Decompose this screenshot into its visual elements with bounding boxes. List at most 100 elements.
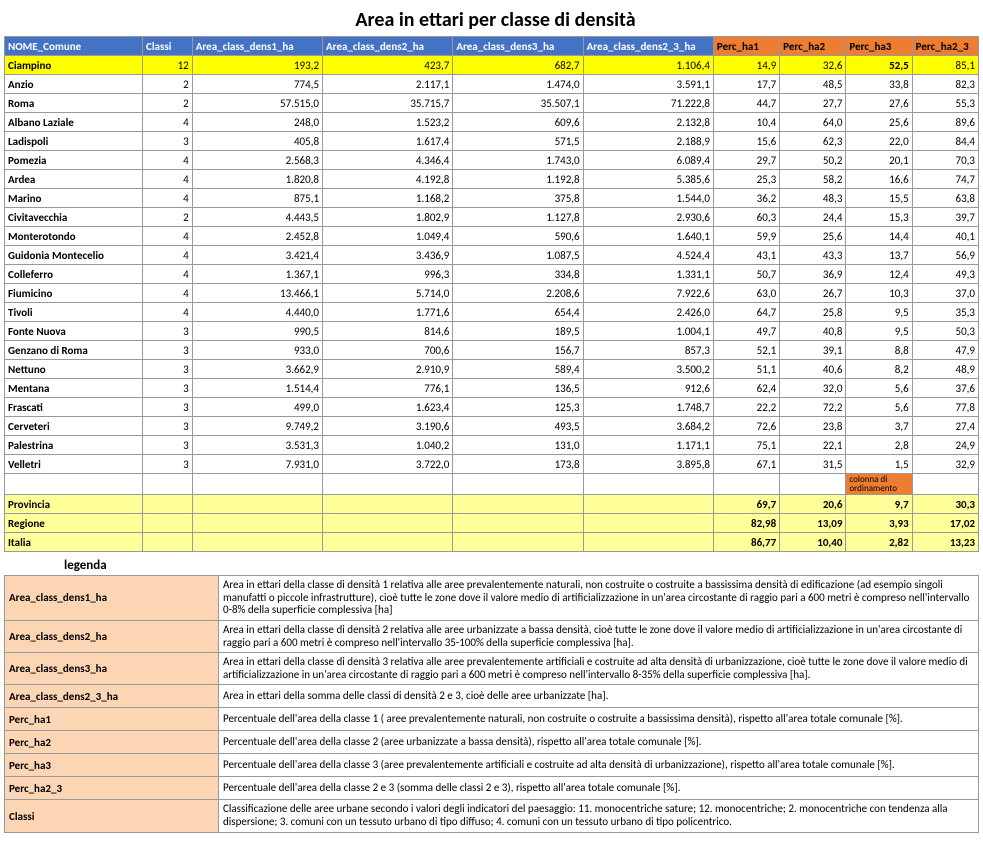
cell: 7.931,0: [192, 455, 322, 474]
legend-key: Area_class_dens2_ha: [5, 620, 219, 652]
cell: [192, 514, 322, 533]
table-row: Nettuno33.662,92.910,9589,43.500,251,140…: [5, 360, 979, 379]
cell: [780, 474, 846, 495]
cell: 70,3: [912, 151, 978, 170]
cell: 43,1: [713, 246, 779, 265]
cell: 5.385,6: [583, 170, 713, 189]
cell: 57.515,0: [192, 94, 322, 113]
cell: 1.623,4: [323, 398, 453, 417]
cell: 16,6: [846, 170, 912, 189]
cell: 3: [143, 379, 193, 398]
table-row: Civitavecchia24.443,51.802,91.127,82.930…: [5, 208, 979, 227]
legend-value: Percentuale dell'area della classe 2 e 3…: [219, 777, 979, 800]
cell: 571,5: [453, 132, 583, 151]
cell: 27,4: [912, 417, 978, 436]
cell: 1.192,8: [453, 170, 583, 189]
cell: 1.523,2: [323, 113, 453, 132]
legend-key: Perc_ha1: [5, 708, 219, 731]
summary-row: Provincia69,720,69,730,3: [5, 495, 979, 514]
cell: 50,7: [713, 265, 779, 284]
table-row: Fonte Nuova3990,5814,6189,51.004,149,740…: [5, 322, 979, 341]
cell: [583, 474, 713, 495]
cell: [5, 474, 143, 495]
cell: 2.930,6: [583, 208, 713, 227]
cell: 62,4: [713, 379, 779, 398]
cell: 77,8: [912, 398, 978, 417]
col-header: NOME_Comune: [5, 37, 143, 56]
col-header: Perc_ha2_3: [912, 37, 978, 56]
cell: 1.127,8: [453, 208, 583, 227]
cell: 35.507,1: [453, 94, 583, 113]
cell: 9,5: [846, 322, 912, 341]
cell: [143, 514, 193, 533]
cell: 56,9: [912, 246, 978, 265]
cell: Ciampino: [5, 56, 143, 75]
cell: 590,6: [453, 227, 583, 246]
col-header: Classi: [143, 37, 193, 56]
cell: 2.208,6: [453, 284, 583, 303]
legend-value: Area in ettari della somma delle classi …: [219, 685, 979, 708]
cell: 173,8: [453, 455, 583, 474]
cell: 3: [143, 436, 193, 455]
cell: Fiumicino: [5, 284, 143, 303]
cell: 39,7: [912, 208, 978, 227]
cell: 875,1: [192, 189, 322, 208]
legend-key: Area_class_dens3_ha: [5, 653, 219, 685]
cell: Regione: [5, 514, 143, 533]
cell: 9.749,2: [192, 417, 322, 436]
cell: 8,2: [846, 360, 912, 379]
table-row: Roma257.515,035.715,735.507,171.222,844,…: [5, 94, 979, 113]
cell: 4.346,4: [323, 151, 453, 170]
cell: 36,9: [780, 265, 846, 284]
cell: 499,0: [192, 398, 322, 417]
cell: 12: [143, 56, 193, 75]
cell: 17,02: [912, 514, 978, 533]
cell: 15,3: [846, 208, 912, 227]
cell: 4: [143, 303, 193, 322]
cell: 3: [143, 417, 193, 436]
cell: 776,1: [323, 379, 453, 398]
legend-value: Classificazione delle aree urbane second…: [219, 800, 979, 832]
legend-row: ClassiClassificazione delle aree urbane …: [5, 800, 979, 832]
cell: 3: [143, 341, 193, 360]
cell: [453, 533, 583, 552]
cell: 63,0: [713, 284, 779, 303]
cell: Tivoli: [5, 303, 143, 322]
cell: 1.514,4: [192, 379, 322, 398]
cell: [143, 495, 193, 514]
cell: 89,6: [912, 113, 978, 132]
cell: 13,09: [780, 514, 846, 533]
cell: Pomezia: [5, 151, 143, 170]
cell: 1.640,1: [583, 227, 713, 246]
cell: 20,1: [846, 151, 912, 170]
cell: 35.715,7: [323, 94, 453, 113]
cell: Marino: [5, 189, 143, 208]
cell: [143, 474, 193, 495]
cell: 44,7: [713, 94, 779, 113]
cell: 32,0: [780, 379, 846, 398]
cell: Genzano di Roma: [5, 341, 143, 360]
legend-row: Area_class_dens1_haArea in ettari della …: [5, 576, 979, 621]
cell: 7.922,6: [583, 284, 713, 303]
cell: 3.684,2: [583, 417, 713, 436]
cell: 50,2: [780, 151, 846, 170]
cell: 131,0: [453, 436, 583, 455]
cell: 75,1: [713, 436, 779, 455]
cell: 6.089,4: [583, 151, 713, 170]
cell: [583, 533, 713, 552]
cell: 2: [143, 208, 193, 227]
cell: 82,98: [713, 514, 779, 533]
cell: 22,2: [713, 398, 779, 417]
cell: 47,9: [912, 341, 978, 360]
cell: 654,4: [453, 303, 583, 322]
cell: [192, 495, 322, 514]
cell: 4.524,4: [583, 246, 713, 265]
cell: 1.771,6: [323, 303, 453, 322]
cell: 13.466,1: [192, 284, 322, 303]
cell: 3: [143, 322, 193, 341]
cell: 1.544,0: [583, 189, 713, 208]
cell: 2,8: [846, 436, 912, 455]
cell: 3.436,9: [323, 246, 453, 265]
cell: 248,0: [192, 113, 322, 132]
cell: Mentana: [5, 379, 143, 398]
